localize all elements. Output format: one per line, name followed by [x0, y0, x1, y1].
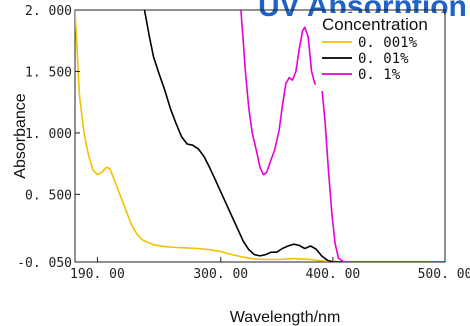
tick-layer: 190. 00 300. 00 400. 00 500. 00 -0. 050 0. 50…: [17, 4, 470, 282]
y-tick-label: 2. 000: [25, 4, 72, 19]
y-tick-label: 1. 500: [25, 65, 72, 80]
legend-label: 0. 01%: [358, 51, 409, 67]
series-layer: [75, 10, 445, 262]
plot-area: 190. 00 300. 00 400. 00 500. 00 -0. 050 0. 50…: [17, 4, 470, 282]
legend-label: 0. 1%: [358, 67, 401, 83]
legend-items: 0. 001%0. 01%0. 1%: [322, 35, 418, 83]
legend-background: [316, 13, 444, 91]
x-axis-title: Wavelength/nm: [230, 309, 341, 326]
legend: Concentration 0. 001%0. 01%0. 1%: [316, 13, 444, 91]
series-line-1: [75, 10, 445, 262]
legend-label: 0. 001%: [358, 35, 418, 51]
legend-title: Concentration: [322, 15, 428, 34]
series-line-2: [143, 10, 445, 262]
y-tick-label: -0. 050: [17, 256, 72, 271]
x-tick-label: 190. 00: [70, 267, 125, 282]
series-line-3: [240, 10, 445, 262]
plot-frame: [74, 9, 446, 263]
y-tick-label: 0. 500: [25, 188, 72, 203]
x-tick-label: 400. 00: [305, 267, 360, 282]
y-axis-title: Absorbance: [12, 93, 29, 178]
x-tick-label: 500. 00: [418, 267, 470, 282]
x-tick-label: 300. 00: [193, 267, 248, 282]
y-tick-label: 1. 000: [25, 127, 72, 142]
